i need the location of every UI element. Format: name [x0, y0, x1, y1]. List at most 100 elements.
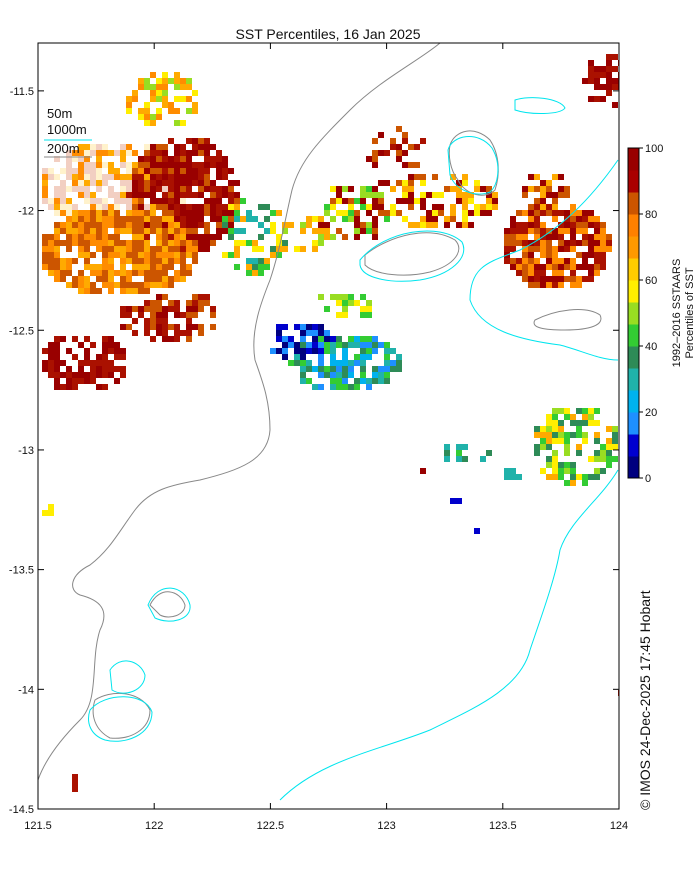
- sst-pixel: [522, 264, 528, 270]
- sst-pixel: [156, 252, 162, 258]
- contour-200m-south-reef: [92, 692, 151, 739]
- sst-pixel: [282, 348, 288, 354]
- sst-pixel: [156, 198, 162, 204]
- sst-pixel: [402, 132, 408, 138]
- sst-pixel: [276, 252, 282, 258]
- sst-pixel: [234, 180, 240, 186]
- sst-pixel: [378, 150, 384, 156]
- sst-pixel: [156, 294, 162, 300]
- sst-pixel: [372, 366, 378, 372]
- sst-pixel: [486, 450, 492, 456]
- sst-pixel: [336, 300, 342, 306]
- sst-pixel: [588, 420, 594, 426]
- sst-pixel: [540, 444, 546, 450]
- sst-pixel: [552, 216, 558, 222]
- sst-pixel: [324, 372, 330, 378]
- sst-pixel: [180, 144, 186, 150]
- sst-pixel: [102, 354, 108, 360]
- sst-pixel: [480, 204, 486, 210]
- sst-pixel: [330, 294, 336, 300]
- sst-pixel: [294, 348, 300, 354]
- sst-pixel: [558, 264, 564, 270]
- sst-pixel: [390, 144, 396, 150]
- sst-pixel: [318, 324, 324, 330]
- sst-pixel: [534, 228, 540, 234]
- sst-pixel: [48, 360, 54, 366]
- sst-pixel: [330, 360, 336, 366]
- sst-pixel: [66, 162, 72, 168]
- sst-pixel: [552, 210, 558, 216]
- colorbar-segment: [628, 236, 639, 259]
- sst-pixel: [606, 426, 612, 432]
- sst-pixel: [120, 366, 126, 372]
- sst-pixel: [594, 264, 600, 270]
- sst-pixel: [576, 264, 582, 270]
- sst-pixel: [204, 294, 210, 300]
- sst-pixel: [258, 204, 264, 210]
- sst-pixel: [360, 306, 366, 312]
- sst-pixel: [210, 144, 216, 150]
- sst-pixel: [108, 366, 114, 372]
- sst-pixel: [510, 264, 516, 270]
- sst-pixel: [330, 372, 336, 378]
- sst-pixel: [606, 78, 612, 84]
- sst-pixel: [162, 192, 168, 198]
- sst-pixel: [342, 384, 348, 390]
- sst-pixel: [216, 216, 222, 222]
- sst-pixel: [540, 468, 546, 474]
- sst-pixel: [474, 180, 480, 186]
- sst-pixel: [162, 156, 168, 162]
- sst-pixel: [54, 378, 60, 384]
- sst-pixel: [108, 360, 114, 366]
- legend-1000m: 1000m: [47, 122, 87, 137]
- sst-pixel: [186, 138, 192, 144]
- sst-pixel: [204, 162, 210, 168]
- sst-pixel: [84, 150, 90, 156]
- sst-pixel: [42, 180, 48, 186]
- sst-pixel: [390, 186, 396, 192]
- sst-pixel: [588, 210, 594, 216]
- sst-pixel: [102, 150, 108, 156]
- sst-pixel: [384, 216, 390, 222]
- colorbar-label-line2: Percentiles of SST: [684, 267, 696, 358]
- sst-pixel: [90, 264, 96, 270]
- sst-pixel: [222, 252, 228, 258]
- sst-pixel: [588, 96, 594, 102]
- sst-pixel: [522, 246, 528, 252]
- sst-pixel: [210, 306, 216, 312]
- sst-pixel: [192, 234, 198, 240]
- sst-pixel: [240, 216, 246, 222]
- sst-pixel: [252, 246, 258, 252]
- sst-pixel: [282, 354, 288, 360]
- sst-pixel: [54, 234, 60, 240]
- sst-pixel: [144, 108, 150, 114]
- sst-pixel: [78, 144, 84, 150]
- sst-pixel: [180, 222, 186, 228]
- sst-pixel: [162, 240, 168, 246]
- sst-pixel: [132, 306, 138, 312]
- sst-pixel: [342, 186, 348, 192]
- sst-pixel: [594, 222, 600, 228]
- sst-pixel: [156, 174, 162, 180]
- sst-pixel: [408, 162, 414, 168]
- sst-pixel: [606, 54, 612, 60]
- sst-pixel: [420, 198, 426, 204]
- sst-pixel: [462, 198, 468, 204]
- sst-pixel: [612, 54, 618, 60]
- sst-pixel: [576, 426, 582, 432]
- sst-pixel: [102, 174, 108, 180]
- sst-pixel: [174, 120, 180, 126]
- sst-pixel: [462, 444, 468, 450]
- sst-pixel: [576, 216, 582, 222]
- sst-pixel: [150, 144, 156, 150]
- sst-pixel: [462, 174, 468, 180]
- sst-pixel: [540, 186, 546, 192]
- sst-pixel: [144, 300, 150, 306]
- sst-pixel: [60, 192, 66, 198]
- sst-pixel: [186, 306, 192, 312]
- sst-pixel: [168, 306, 174, 312]
- sst-pixel: [114, 378, 120, 384]
- colorbar-frame: [627, 147, 640, 479]
- sst-pixel: [390, 210, 396, 216]
- sst-pixel: [150, 216, 156, 222]
